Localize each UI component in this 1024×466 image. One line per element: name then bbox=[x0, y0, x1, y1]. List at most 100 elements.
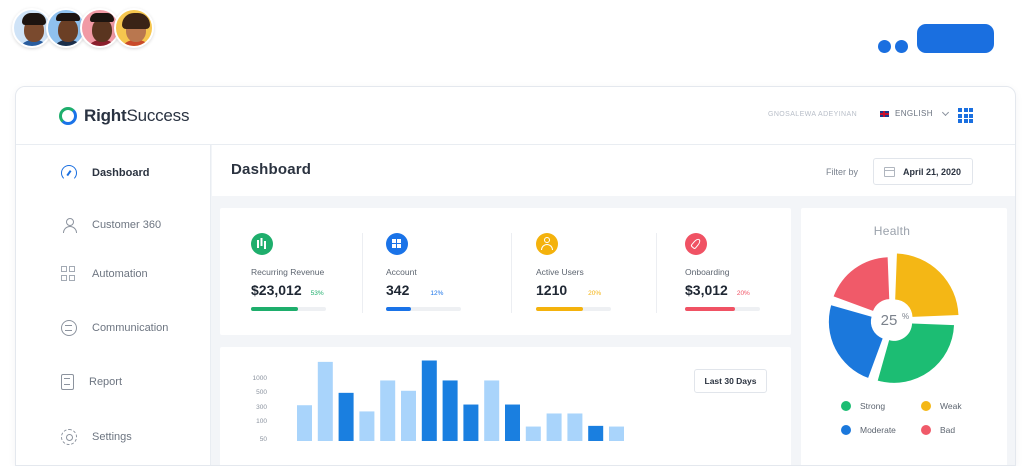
person-icon bbox=[536, 233, 558, 255]
filter-label: Filter by bbox=[826, 167, 859, 177]
pie-slice-weak bbox=[895, 253, 959, 317]
brand-name: RightSuccess bbox=[84, 106, 190, 125]
gauge-icon bbox=[61, 165, 77, 181]
language-label: ENGLISH bbox=[895, 109, 933, 118]
kpi-onboarding[interactable]: Onboarding $3,012 20% bbox=[685, 233, 760, 311]
bar bbox=[588, 425, 604, 441]
bar bbox=[297, 405, 312, 441]
sidebar-item-customer-360[interactable]: Customer 360 bbox=[61, 217, 161, 233]
kpi-value: $23,012 bbox=[251, 282, 302, 298]
kpi-recurring-revenue[interactable]: Recurring Revenue $23,012 53% bbox=[251, 233, 326, 311]
sidebar: Dashboard Customer 360 Automation Commun… bbox=[16, 145, 211, 465]
brand-logo[interactable]: RightSuccess bbox=[59, 106, 189, 126]
kpi-percent: 20% bbox=[736, 290, 750, 297]
kpi-percent: 12% bbox=[430, 290, 444, 297]
legend-item-moderate: Moderate bbox=[841, 425, 896, 435]
bar-chart: 1000 500 300 100 50 bbox=[253, 360, 624, 443]
sidebar-item-label: Automation bbox=[92, 268, 148, 280]
kpi-percent: 53% bbox=[310, 290, 324, 297]
y-tick-label: 1000 bbox=[253, 375, 268, 382]
grid-icon bbox=[61, 266, 77, 282]
kpi-progress-bar bbox=[251, 307, 326, 311]
sidebar-item-communication[interactable]: Communication bbox=[61, 320, 168, 336]
pie-center-label: 25 bbox=[881, 312, 898, 329]
legend-item-strong: Strong bbox=[841, 401, 885, 411]
legend-dot bbox=[921, 401, 931, 411]
kpi-account[interactable]: Account 342 12% bbox=[386, 233, 461, 311]
kpi-value: 342 bbox=[386, 282, 410, 298]
bar bbox=[442, 380, 458, 441]
bar bbox=[567, 413, 583, 441]
uk-flag-icon bbox=[880, 110, 889, 117]
y-tick-label: 300 bbox=[256, 404, 267, 411]
sidebar-item-label: Communication bbox=[92, 322, 169, 334]
health-pie-chart: 25% bbox=[828, 253, 959, 383]
rocket-icon bbox=[685, 233, 707, 255]
bar-chart-card: 1000 500 300 100 50 Last 30 Days bbox=[220, 347, 791, 465]
y-tick-label: 50 bbox=[260, 436, 268, 443]
avatar bbox=[12, 8, 52, 48]
legend-label: Strong bbox=[860, 401, 886, 411]
app-header: RightSuccess GNOSALEWA ADEYINAN ENGLISH bbox=[16, 87, 1015, 145]
legend-label: Weak bbox=[940, 401, 962, 411]
squares-icon bbox=[386, 233, 408, 255]
kpi-percent: 20% bbox=[588, 290, 602, 297]
calendar-icon bbox=[884, 166, 895, 177]
kpi-progress-bar bbox=[386, 307, 461, 311]
bar bbox=[338, 392, 354, 441]
health-title: Health bbox=[873, 224, 911, 238]
bar bbox=[505, 404, 520, 441]
y-tick-label: 500 bbox=[256, 389, 267, 396]
divider bbox=[511, 233, 512, 313]
bar bbox=[359, 411, 375, 441]
kpi-progress-fill bbox=[536, 307, 584, 311]
logo-ring-icon bbox=[59, 107, 77, 125]
date-range-button[interactable]: Last 30 Days bbox=[694, 369, 767, 393]
user-name[interactable]: GNOSALEWA ADEYINAN bbox=[768, 111, 858, 118]
kpi-name: Recurring Revenue bbox=[251, 267, 325, 277]
health-card: Health 25% Strong Weak Moderate Bad bbox=[801, 208, 1007, 465]
divider bbox=[362, 233, 363, 313]
app-window: RightSuccess GNOSALEWA ADEYINAN ENGLISH … bbox=[15, 86, 1016, 466]
kpi-name: Account bbox=[386, 267, 417, 277]
sidebar-item-report[interactable]: Report bbox=[61, 374, 122, 390]
sidebar-item-automation[interactable]: Automation bbox=[61, 266, 148, 282]
date-picker[interactable]: April 21, 2020 bbox=[873, 158, 973, 185]
pie-slice-bad bbox=[833, 257, 890, 311]
kpi-value: 1210 bbox=[536, 282, 568, 298]
sidebar-item-label: Dashboard bbox=[92, 167, 150, 179]
carousel-dot[interactable] bbox=[878, 40, 891, 53]
kpi-progress-fill bbox=[685, 307, 736, 311]
legend-dot bbox=[841, 401, 851, 411]
bar bbox=[546, 413, 562, 441]
sidebar-item-settings[interactable]: Settings bbox=[61, 429, 132, 445]
carousel-dot[interactable] bbox=[895, 40, 908, 53]
sidebar-item-label: Settings bbox=[92, 431, 132, 443]
pie-slice-strong bbox=[877, 323, 955, 383]
bar bbox=[317, 361, 333, 441]
date-value: April 21, 2020 bbox=[903, 166, 962, 177]
legend-dot bbox=[841, 425, 851, 435]
y-tick-label: 100 bbox=[256, 418, 267, 425]
cta-button[interactable] bbox=[917, 24, 994, 53]
kpi-value: $3,012 bbox=[685, 282, 728, 298]
language-selector[interactable]: ENGLISH bbox=[880, 108, 949, 118]
apps-grid-icon[interactable] bbox=[958, 108, 973, 123]
pie-center-unit: % bbox=[902, 312, 909, 321]
sidebar-item-dashboard[interactable]: Dashboard bbox=[61, 165, 149, 181]
kpi-progress-bar bbox=[685, 307, 760, 311]
kpi-card: Recurring Revenue $23,012 53% Account 342… bbox=[220, 208, 791, 335]
legend-item-bad: Bad bbox=[921, 425, 955, 435]
gear-icon bbox=[61, 429, 77, 445]
kpi-progress-fill bbox=[386, 307, 411, 311]
kpi-active-users[interactable]: Active Users 1210 20% bbox=[536, 233, 611, 311]
sidebar-item-label: Report bbox=[89, 376, 123, 388]
legend-label: Moderate bbox=[860, 425, 896, 435]
kpi-progress-fill bbox=[251, 307, 299, 311]
chat-icon bbox=[61, 320, 77, 336]
legend-dot bbox=[921, 425, 931, 435]
carousel-dots bbox=[878, 40, 908, 53]
avatar bbox=[114, 8, 154, 48]
divider bbox=[656, 233, 657, 313]
